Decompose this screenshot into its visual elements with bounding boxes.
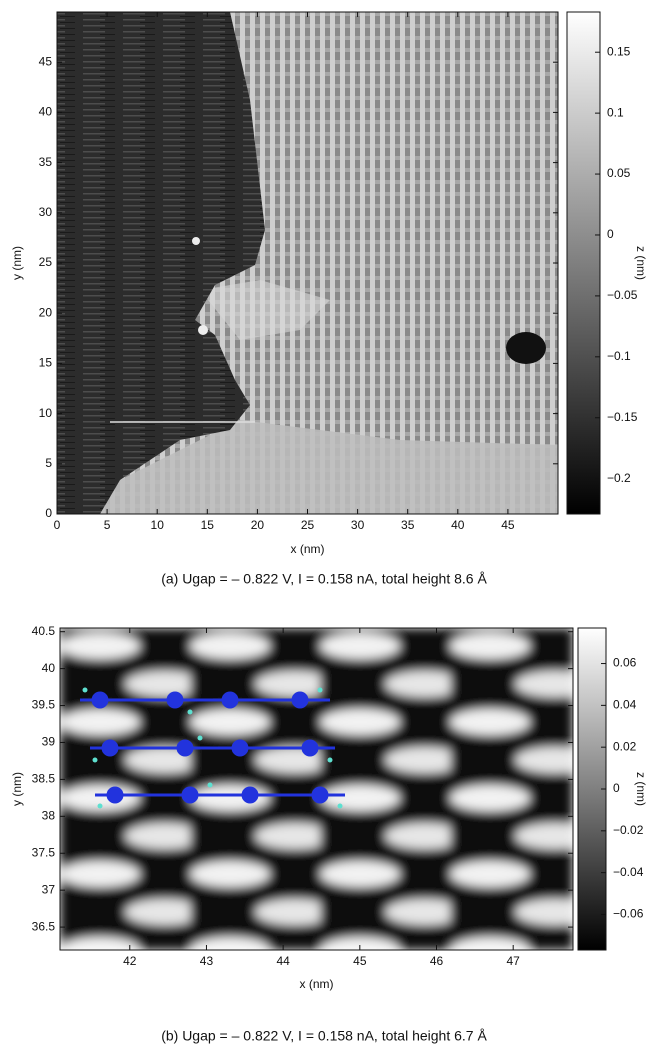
colorbar-tick-label: −0.15 xyxy=(607,410,638,424)
y-axis-label: y (nm) xyxy=(10,772,24,806)
y-tick-label: 38.5 xyxy=(32,772,56,786)
y-tick-label: 40 xyxy=(42,661,56,675)
colorbar-label: z (nm) xyxy=(634,772,648,806)
colorbar-tick-label: 0.04 xyxy=(613,698,637,712)
colorbar-tick-label: 0.1 xyxy=(607,105,624,119)
x-tick-label: 46 xyxy=(430,954,444,968)
colorbar-tick-label: −0.2 xyxy=(607,471,631,485)
y-tick-label: 20 xyxy=(39,305,53,319)
y-tick-label: 5 xyxy=(45,456,52,470)
y-tick-label: 39 xyxy=(42,735,56,749)
colorbar-tick-label: −0.02 xyxy=(613,823,644,837)
plot-frame xyxy=(59,627,574,951)
x-tick-label: 25 xyxy=(301,518,315,532)
y-tick-label: 25 xyxy=(39,255,53,269)
x-tick-label: 35 xyxy=(401,518,415,532)
y-tick-label: 40 xyxy=(39,105,53,119)
molecule-overlay xyxy=(80,687,345,809)
stm-image-b xyxy=(60,628,573,950)
x-axis-label: x (nm) xyxy=(291,542,325,556)
colorbar xyxy=(566,11,601,515)
y-tick-label: 38 xyxy=(42,808,56,822)
colorbar-tick-label: 0.06 xyxy=(613,656,637,670)
colorbar-tick-label: 0.15 xyxy=(607,44,631,58)
colorbar-tick-label: −0.1 xyxy=(607,349,631,363)
x-tick-label: 5 xyxy=(104,518,111,532)
x-tick-label: 0 xyxy=(54,518,61,532)
x-tick-label: 45 xyxy=(501,518,515,532)
colorbar-tick-label: 0 xyxy=(613,781,620,795)
y-tick-label: 37.5 xyxy=(32,845,56,859)
y-tick-label: 35 xyxy=(39,155,53,169)
y-axis-label: y (nm) xyxy=(10,246,24,280)
y-tick-label: 40.5 xyxy=(32,624,56,638)
y-tick-label: 30 xyxy=(39,205,53,219)
x-tick-label: 40 xyxy=(451,518,465,532)
colorbar-label: z (nm) xyxy=(634,246,648,280)
x-tick-label: 20 xyxy=(251,518,265,532)
caption: (a) Ugap = – 0.822 V, I = 0.158 nA, tota… xyxy=(161,571,487,587)
x-tick-label: 45 xyxy=(353,954,367,968)
y-tick-label: 10 xyxy=(39,406,53,420)
x-tick-label: 43 xyxy=(200,954,214,968)
colorbar-tick-label: −0.06 xyxy=(613,907,644,921)
colorbar-tick-label: −0.04 xyxy=(613,865,644,879)
colorbar-tick-label: 0 xyxy=(607,227,614,241)
colorbar-tick-label: 0.05 xyxy=(607,166,631,180)
y-tick-label: 37 xyxy=(42,882,56,896)
y-tick-label: 45 xyxy=(39,54,53,68)
y-tick-label: 15 xyxy=(39,356,53,370)
x-axis-label: x (nm) xyxy=(300,977,334,991)
x-tick-label: 10 xyxy=(151,518,165,532)
colorbar-tick-label: 0.02 xyxy=(613,739,637,753)
x-tick-label: 15 xyxy=(201,518,215,532)
x-tick-label: 30 xyxy=(351,518,365,532)
y-tick-label: 0 xyxy=(45,506,52,520)
x-tick-label: 47 xyxy=(507,954,521,968)
y-tick-label: 36.5 xyxy=(32,919,56,933)
stm-image-a xyxy=(57,12,558,514)
x-tick-label: 44 xyxy=(276,954,290,968)
x-tick-label: 42 xyxy=(123,954,137,968)
caption: (b) Ugap = – 0.822 V, I = 0.158 nA, tota… xyxy=(161,1028,487,1044)
colorbar-tick-label: −0.05 xyxy=(607,288,638,302)
y-tick-label: 39.5 xyxy=(32,698,56,712)
